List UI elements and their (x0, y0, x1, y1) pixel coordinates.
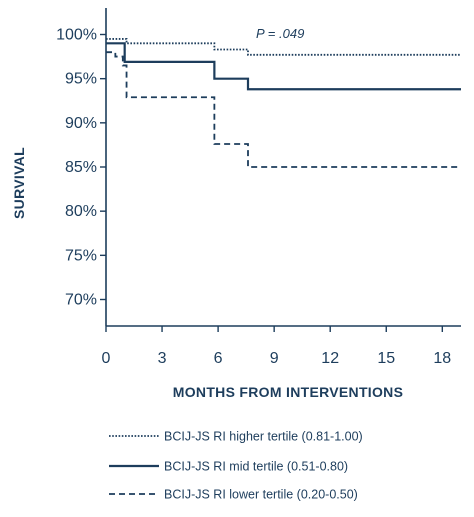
legend-label: BCIJ-JS RI higher tertile (0.81-1.00) (164, 430, 363, 444)
y-tick-label: 95% (65, 71, 97, 88)
x-axis-title: MONTHS FROM INTERVENTIONS (173, 384, 403, 400)
y-axis-title: SURVIVAL (11, 147, 27, 219)
y-tick-label: 90% (65, 115, 97, 132)
y-tick-label: 75% (65, 247, 97, 264)
series-line-dashed (106, 51, 461, 168)
legend-label: BCIJ-JS RI mid tertile (0.51-0.80) (164, 460, 348, 474)
legend: BCIJ-JS RI higher tertile (0.81-1.00) BCI… (109, 430, 363, 502)
x-tick-label: 0 (102, 350, 111, 367)
y-tick-label: 100% (56, 27, 97, 44)
legend-label: BCIJ-JS RI lower tertile (0.20-0.50) (164, 488, 358, 502)
y-tick-label: 70% (65, 292, 97, 309)
x-tick-label: 3 (158, 350, 167, 367)
x-tick-label: 9 (270, 350, 279, 367)
series-line-solid (106, 42, 461, 91)
p-value-annotation: P = .049 (256, 26, 304, 41)
y-tick-label: 80% (65, 203, 97, 220)
x-tick-label: 6 (214, 350, 223, 367)
x-tick-label: 18 (433, 350, 451, 367)
series-line-dotted (106, 38, 461, 56)
x-tick-label: 15 (377, 350, 395, 367)
x-tick-label: 12 (321, 350, 339, 367)
plot-area: 70% 75% 80% 85% 90% 95% 100% 0 3 6 9 12 15 18 (56, 8, 461, 367)
y-tick-label: 85% (65, 159, 97, 176)
